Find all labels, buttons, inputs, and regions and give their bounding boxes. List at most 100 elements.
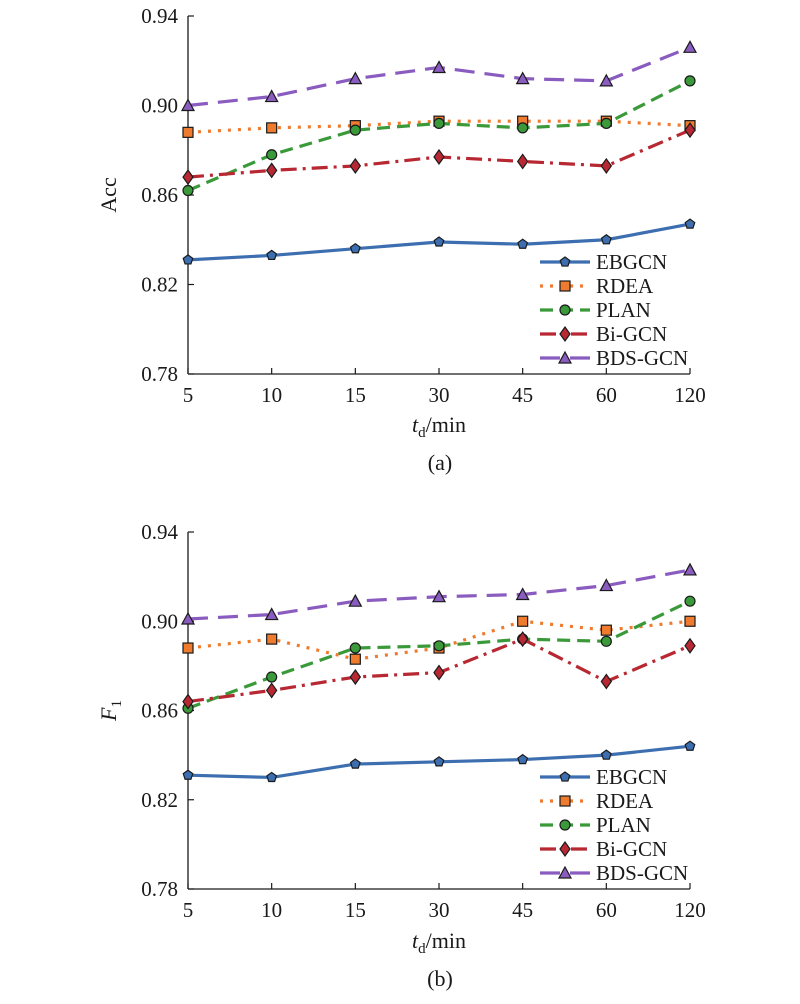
data-point	[682, 562, 698, 576]
series-bi-gcn	[182, 631, 696, 710]
y-tick-label: 0.94	[141, 4, 178, 28]
data-point	[433, 236, 445, 247]
data-point	[264, 89, 279, 103]
x-tick-label: 10	[261, 383, 282, 407]
data-point	[517, 122, 529, 134]
data-point	[433, 117, 445, 130]
data-point	[266, 671, 278, 683]
data-point	[265, 162, 278, 179]
data-point	[599, 578, 614, 592]
legend-marker	[559, 819, 571, 831]
data-point	[433, 756, 445, 767]
legend-label: EBGCN	[596, 250, 667, 274]
series-ebgcn	[182, 218, 696, 265]
data-point	[682, 40, 698, 53]
data-point	[182, 769, 194, 780]
legend-label: BDS-GCN	[596, 861, 688, 885]
x-tick-label: 60	[596, 898, 617, 922]
legend-marker	[559, 325, 571, 343]
data-point	[600, 234, 612, 245]
data-point	[349, 668, 362, 686]
legend-label: RDEA	[596, 274, 654, 298]
y-tick-label: 0.78	[141, 362, 178, 386]
chart-b: 0.78 0.82 0.86 0.90 0.94 5 10 15 30 45 60 120 td/min…	[96, 520, 706, 991]
x-tick-label: 15	[345, 898, 366, 922]
y-tick-label: 0.90	[141, 94, 178, 118]
x-tick-label: 60	[596, 383, 617, 407]
y-axis-title: F1	[96, 700, 125, 722]
legend-marker	[559, 771, 571, 782]
data-point	[431, 589, 447, 603]
figure-caption: (a)	[428, 450, 452, 475]
y-tick-label: 0.90	[141, 609, 178, 633]
data-point	[182, 254, 194, 265]
data-point	[182, 184, 194, 197]
legend-marker	[559, 256, 571, 267]
data-point	[349, 157, 362, 174]
x-tick-label: 120	[674, 898, 706, 922]
data-point	[600, 117, 612, 130]
data-point	[684, 122, 696, 139]
data-point	[600, 624, 612, 636]
data-point	[349, 642, 361, 654]
x-tick-label: 10	[261, 898, 282, 922]
data-point	[348, 71, 363, 85]
y-tick-label: 0.94	[141, 520, 178, 544]
x-tick-label: 45	[512, 898, 533, 922]
data-point	[516, 631, 529, 648]
x-tick-label: 45	[512, 383, 533, 407]
legend-label: PLAN	[596, 298, 651, 322]
data-point	[348, 593, 363, 607]
data-point	[349, 242, 361, 254]
data-point	[349, 758, 361, 769]
legend-label: RDEA	[596, 789, 654, 813]
y-tick-label: 0.82	[141, 788, 178, 812]
series-plan	[182, 75, 696, 197]
x-tick-label: 15	[345, 383, 366, 407]
legend-marker	[559, 840, 571, 858]
legend-marker	[557, 350, 573, 364]
y-tick-label: 0.86	[141, 183, 178, 207]
legend-label: Bi-GCN	[596, 322, 667, 346]
data-point	[599, 73, 614, 87]
data-point	[684, 595, 696, 607]
legend-label: EBGCN	[596, 765, 667, 789]
data-point	[600, 749, 612, 760]
x-tick-label: 5	[183, 898, 194, 922]
data-point	[515, 587, 530, 601]
data-point	[431, 60, 447, 74]
data-point	[180, 98, 196, 112]
data-point	[264, 607, 279, 621]
data-point	[266, 771, 278, 783]
data-point	[180, 611, 196, 625]
data-point	[433, 148, 445, 165]
data-point	[684, 615, 696, 627]
data-point	[684, 637, 696, 654]
legend-marker	[559, 795, 571, 807]
data-point	[600, 157, 613, 174]
legend-label: BDS-GCN	[596, 346, 688, 370]
data-point	[600, 635, 612, 647]
y-axis-title: Acc	[96, 177, 121, 213]
data-point	[684, 75, 696, 87]
data-point	[349, 124, 361, 136]
data-point	[684, 218, 696, 229]
x-axis-title: td/min	[412, 928, 466, 957]
x-tick-label: 120	[674, 383, 706, 407]
figure-caption: (b)	[427, 966, 453, 991]
data-point	[515, 71, 530, 85]
series-line-bds-gcn	[187, 45, 691, 108]
data-point	[182, 642, 194, 654]
x-tick-label: 30	[429, 898, 450, 922]
series-bds-gcn	[180, 562, 698, 625]
data-point	[266, 122, 278, 134]
data-point	[517, 615, 529, 627]
x-tick-label: 5	[183, 383, 194, 407]
data-point	[266, 249, 278, 261]
series-ebgcn	[182, 740, 696, 783]
x-tick-label: 30	[429, 383, 450, 407]
data-point	[433, 664, 445, 681]
